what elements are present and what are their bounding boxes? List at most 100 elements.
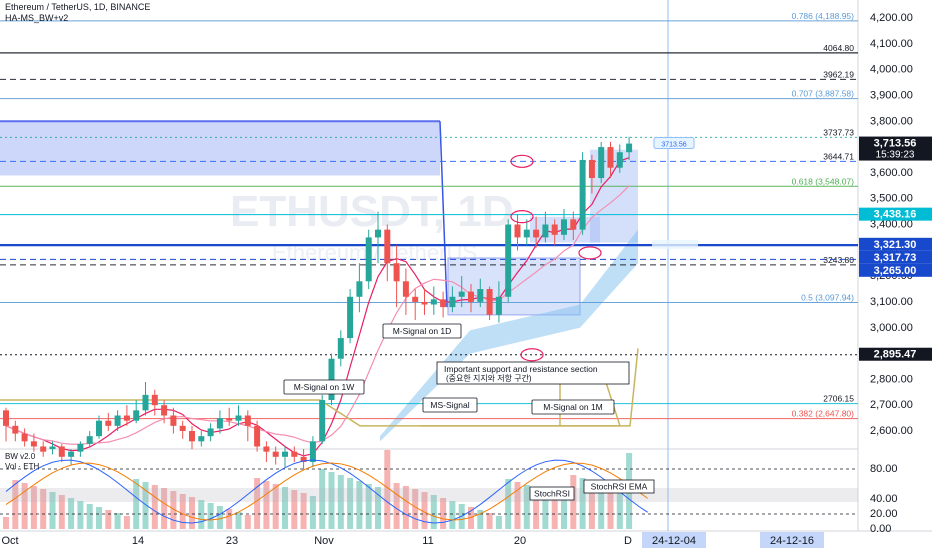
candle-body-27 <box>254 425 261 447</box>
current-price-marker <box>653 137 695 150</box>
annotation-support-text: Important support and resistance section <box>444 364 598 374</box>
volume-bar-53 <box>495 516 502 529</box>
candle-body-39 <box>365 237 372 282</box>
highlight-ellipse-0 <box>510 154 534 168</box>
volume-bar-64 <box>598 484 605 529</box>
candle-body-42 <box>393 263 400 282</box>
candle-body-55 <box>514 224 521 238</box>
volume-bar-62 <box>579 478 586 529</box>
candle-body-53 <box>495 296 502 315</box>
candle-body-36 <box>337 338 344 359</box>
highlight-ellipse-2 <box>578 246 602 260</box>
candle-body-32 <box>300 456 307 462</box>
annotation-m-signal-1d-box <box>382 323 462 339</box>
price-tag-text-2: 3,321.30 <box>874 239 917 251</box>
volume-bar-37 <box>347 478 354 529</box>
x-tick-5: 20 <box>514 535 526 547</box>
volume-bar-44 <box>412 489 419 529</box>
candle-body-0 <box>3 410 9 426</box>
volume-bar-63 <box>588 481 595 529</box>
volume-bar-27 <box>254 478 261 529</box>
watermark-name: Ethereum / TetherUS <box>272 240 477 265</box>
highlight-ellipse-1 <box>510 210 534 224</box>
stochrsi-line <box>5 459 648 524</box>
annotation-stochrsi-ema-box <box>583 479 655 494</box>
annotation-m-signal-1d: M-Signal on 1D <box>393 326 452 336</box>
level-label-7: 3243.80 <box>823 255 854 265</box>
volume-bar-60 <box>561 497 567 529</box>
price-tag-3 <box>859 250 932 264</box>
volume-bar-7 <box>68 498 75 529</box>
candle-body-16 <box>151 394 158 406</box>
y-tick-1: 4,100.00 <box>870 38 913 50</box>
volume-bar-24 <box>226 509 233 529</box>
candle-body-38 <box>356 281 363 297</box>
price-tag-text-5: 2,895.47 <box>874 349 917 361</box>
volume-bar-13 <box>123 516 130 529</box>
supply-zone-top <box>0 120 440 123</box>
annotation-support-text-ko: (중요한 지지와 저항 구간) <box>446 373 532 383</box>
annotation-ms-signal-box <box>422 397 478 413</box>
volume-bar-52 <box>486 513 493 529</box>
candle-body-50 <box>468 291 474 302</box>
volume-bar-46 <box>430 495 437 529</box>
x-tick-2: 23 <box>226 535 238 547</box>
x-tick-0: Oct <box>1 535 18 547</box>
ma-fast-line <box>5 157 630 457</box>
volume-bar-59 <box>551 494 558 529</box>
candle-body-58 <box>542 224 549 238</box>
volume-bar-32 <box>300 493 307 529</box>
candle-body-26 <box>244 415 251 426</box>
candle-body-10 <box>96 420 102 437</box>
volume-bar-8 <box>77 501 84 529</box>
supply-zone <box>0 121 440 176</box>
candle-body-2 <box>21 433 28 442</box>
price-tag-sub-0: 15:39:23 <box>876 150 915 161</box>
candle-body-64 <box>598 147 605 179</box>
volume-bar-36 <box>337 475 344 529</box>
candle-body-14 <box>133 410 140 421</box>
candle-body-28 <box>263 446 270 452</box>
candle-body-37 <box>347 296 354 339</box>
volume-bar-30 <box>282 487 288 529</box>
volume-bar-17 <box>161 488 168 529</box>
indicator-name: HA-MS_BW+v2 <box>5 13 69 23</box>
volume-bar-2 <box>21 483 28 529</box>
candle-body-60 <box>561 219 567 235</box>
candle-body-47 <box>440 299 447 308</box>
y-tick-16: 2,600.00 <box>870 425 913 437</box>
volume-bar-33 <box>309 496 316 529</box>
candle-body-62 <box>579 159 586 230</box>
volume-bar-31 <box>291 490 298 529</box>
volume-bar-39 <box>365 484 372 529</box>
candle-body-29 <box>272 451 279 457</box>
annotation-stochrsi: StochRSI <box>534 489 570 499</box>
volume-bar-14 <box>133 479 140 529</box>
candle-body-34 <box>319 400 326 442</box>
candle-body-11 <box>105 420 112 426</box>
candle-body-15 <box>142 394 149 411</box>
candle-body-41 <box>384 229 391 264</box>
m-signal-1m-line <box>420 348 639 427</box>
range-box-3 <box>590 149 638 243</box>
candle-body-54 <box>505 224 512 297</box>
level-label-6: 0.618 (3,548.07) <box>792 176 855 186</box>
x-tick-7: 24-12-04 <box>652 535 696 547</box>
candle-body-31 <box>291 451 298 457</box>
volume-bar-5 <box>49 492 56 529</box>
volume-bar-65 <box>607 487 614 529</box>
volume-bar-18 <box>170 491 177 529</box>
price-tag-text-0: 3,713.56 <box>874 138 917 150</box>
level-label-0: 0.786 (4,188.95) <box>792 11 855 21</box>
watermark-symbol: ETHUSDT, 1D <box>230 187 514 236</box>
volume-bar-11 <box>105 510 112 529</box>
ghost-tag <box>652 239 698 249</box>
volume-bar-9 <box>86 504 93 529</box>
x-tick-1: 14 <box>132 535 144 547</box>
candle-body-46 <box>430 299 437 305</box>
y-tick-0: 4,200.00 <box>870 12 913 24</box>
volume-bar-41 <box>384 450 391 529</box>
candle-body-30 <box>282 451 288 457</box>
candle-body-13 <box>123 415 130 421</box>
